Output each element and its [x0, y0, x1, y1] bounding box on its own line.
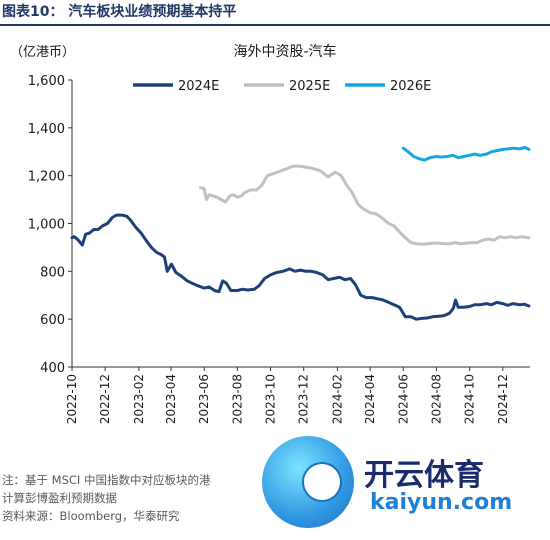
x-tick-label: 2024-08: [429, 374, 443, 424]
x-tick-label: 2024-02: [330, 374, 344, 424]
watermark-url[interactable]: kaiyun.com: [370, 490, 513, 515]
y-tick-label: 400: [40, 361, 65, 376]
series-line-2024E: [70, 213, 531, 321]
title-rule: [0, 24, 550, 26]
y-axis: 1,600 1,400 1,200 1,000 800 600 400: [28, 74, 73, 376]
x-tick-label: 2024-04: [363, 374, 377, 424]
y-tick-label: 600: [40, 313, 65, 328]
y-tick-label: 1,400: [28, 122, 65, 137]
x-tick-label: 2022-12: [98, 374, 112, 424]
x-axis: 2022-10 2022-12 2023-02 2023-04 2023-06 2023-…: [65, 366, 530, 424]
legend-label: 2025E: [289, 79, 330, 94]
y-tick-label: 800: [40, 265, 65, 280]
legend: 2024E 2025E 2026E: [133, 79, 431, 94]
x-tick-label: 2023-02: [132, 374, 146, 424]
watermark-ball-icon: [302, 462, 342, 502]
y-tick-label: 1,200: [28, 170, 65, 185]
x-tick-label: 2024-06: [396, 374, 410, 424]
note-line-2: 计算彭博盈利预期数据: [2, 491, 117, 505]
legend-label: 2026E: [390, 79, 431, 94]
source-line: 资料来源：Bloomberg，华泰研究: [2, 509, 180, 523]
chart-title: 海外中资股-汽车: [233, 43, 336, 60]
y-tick-label: 1,600: [28, 74, 65, 89]
x-tick-label: 2023-10: [264, 374, 278, 424]
chart: （亿港币） 海外中资股-汽车 2024E 2025E 2026E 1,600 1,40…: [10, 43, 531, 424]
y-tick-label: 1,000: [28, 218, 65, 233]
watermark-brand: 开云体育: [364, 458, 484, 493]
y-axis-unit-label: （亿港币）: [10, 45, 75, 60]
x-tick-label: 2023-06: [197, 374, 211, 424]
x-tick-label: 2023-08: [230, 374, 244, 424]
figure-title: 图表10： 汽车板块业绩预期基本持平: [2, 4, 237, 20]
x-tick-label: 2023-04: [164, 374, 178, 424]
note-line-1: 注：基于 MSCI 中国指数中对应板块的港: [2, 473, 211, 487]
legend-label: 2024E: [178, 79, 219, 94]
x-tick-label: 2024-12: [496, 374, 510, 424]
series-layer: [70, 145, 531, 321]
x-tick-label: 2022-10: [65, 374, 79, 424]
x-tick-label: 2024-10: [463, 374, 477, 424]
notes: 注：基于 MSCI 中国指数中对应板块的港 计算彭博盈利预期数据 资料来源：Bl…: [2, 471, 548, 525]
series-line-2026E: [401, 145, 531, 162]
series-line-2025E: [198, 164, 531, 246]
x-tick-label: 2023-12: [297, 374, 311, 424]
